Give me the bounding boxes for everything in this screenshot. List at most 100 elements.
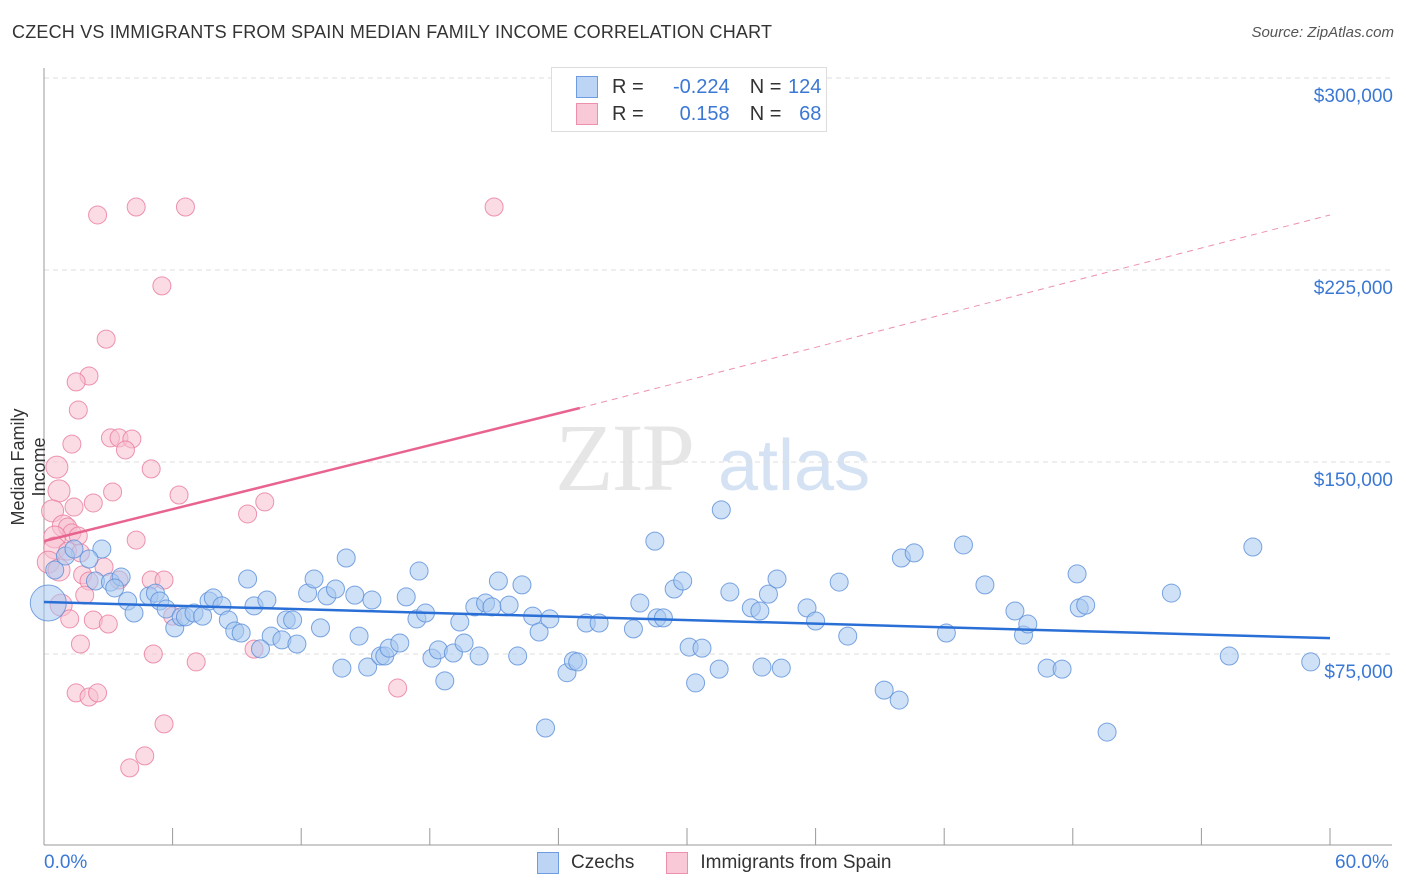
czechs-point — [750, 601, 770, 621]
czechs-point — [250, 639, 270, 659]
czechs-point — [692, 638, 712, 658]
czechs-point — [454, 633, 474, 653]
spain-point — [83, 493, 103, 513]
x-tick-max: 60.0% — [1335, 852, 1389, 873]
czechs-point — [499, 595, 519, 615]
spain-point — [88, 205, 108, 225]
czechs-swatch — [576, 76, 598, 98]
spain-point — [103, 482, 123, 502]
legend-czechs[interactable]: Czechs — [571, 852, 635, 873]
czechs-point — [358, 657, 378, 677]
czechs-point — [409, 561, 429, 581]
spain-trendline-extension — [579, 214, 1331, 409]
spain-point — [98, 614, 118, 634]
spain-swatch — [666, 852, 689, 874]
czechs-point — [362, 590, 382, 610]
czechs-point — [1005, 601, 1025, 621]
czechs-point — [469, 646, 489, 666]
spain-point — [255, 492, 275, 512]
n-label: N = — [749, 75, 782, 98]
czechs-point — [450, 612, 470, 632]
series-legend: Czechs Immigrants from Spain — [537, 852, 891, 874]
spain-point — [47, 479, 71, 503]
spain-point — [70, 634, 90, 654]
svg-text:atlas: atlas — [718, 426, 870, 506]
czechs-point — [568, 652, 588, 672]
czechs-point — [435, 671, 455, 691]
czechs-point — [257, 590, 277, 610]
y-tick-label: $225,000 — [1314, 278, 1393, 299]
correlation-legend: R = -0.224 N = 124 R = 0.158 N = 68 — [551, 67, 827, 132]
czechs-point — [540, 609, 560, 629]
czechs-point — [1161, 583, 1181, 603]
czechs-point — [1097, 722, 1117, 742]
czechs-point — [1067, 564, 1087, 584]
spain-trendline — [43, 406, 581, 543]
r-value: 0.158 — [679, 102, 730, 125]
spain-point — [154, 714, 174, 734]
r-label: R = — [612, 102, 644, 125]
legend-row-czechs: R = -0.224 N = 124 — [576, 74, 821, 100]
legend-spain[interactable]: Immigrants from Spain — [700, 852, 892, 873]
czechs-point — [287, 634, 307, 654]
x-tick-min: 0.0% — [44, 852, 88, 873]
czechs-point — [1301, 652, 1321, 672]
czechs-point — [645, 531, 665, 551]
czechs-point — [310, 618, 330, 638]
czechs-point — [711, 500, 731, 520]
czechs-point — [686, 673, 706, 693]
czechs-point — [1052, 659, 1072, 679]
czechs-point — [904, 543, 924, 563]
czechs-point — [64, 539, 84, 559]
czechs-point — [325, 579, 345, 599]
czechs-point — [806, 611, 826, 631]
spain-point — [152, 276, 172, 296]
spain-point — [484, 197, 504, 217]
n-label: N = — [749, 102, 782, 125]
czechs-point — [1219, 646, 1239, 666]
czechs-point — [332, 658, 352, 678]
spain-point — [388, 678, 408, 698]
czechs-point — [838, 626, 858, 646]
legend-row-spain: R = 0.158 N = 68 — [576, 101, 821, 127]
czechs-trendline — [43, 600, 1331, 640]
czechs-point — [231, 623, 251, 643]
chart-source: Source: ZipAtlas.com — [1251, 24, 1394, 41]
czechs-point — [752, 657, 772, 677]
spain-point — [66, 372, 86, 392]
czechs-point — [953, 535, 973, 555]
czechs-point — [673, 571, 693, 591]
r-label: R = — [612, 75, 644, 98]
spain-point — [60, 609, 80, 629]
czechs-point — [771, 658, 791, 678]
czechs-point — [336, 548, 356, 568]
spain-point — [64, 497, 84, 517]
spain-point — [238, 504, 258, 524]
n-value: 124 — [788, 75, 822, 98]
spain-point — [169, 485, 189, 505]
czechs-point — [829, 572, 849, 592]
czechs-point — [1243, 537, 1263, 557]
czechs-point — [508, 646, 528, 666]
czechs-point — [238, 569, 258, 589]
czechs-point — [630, 593, 650, 613]
chart-title: CZECH VS IMMIGRANTS FROM SPAIN MEDIAN FA… — [12, 22, 773, 42]
r-value: -0.224 — [672, 75, 730, 98]
czechs-point — [349, 626, 369, 646]
spain-point — [126, 197, 146, 217]
czechs-point — [79, 549, 99, 569]
spain-point — [135, 746, 155, 766]
czechs-point — [345, 585, 365, 605]
spain-point — [68, 400, 88, 420]
spain-point — [96, 329, 116, 349]
spain-point — [88, 683, 108, 703]
y-tick-label: $300,000 — [1314, 86, 1393, 107]
spain-point — [45, 455, 69, 479]
czechs-point — [488, 571, 508, 591]
svg-text:ZIP: ZIP — [555, 404, 693, 511]
czechs-point — [874, 680, 894, 700]
spain-point — [141, 459, 161, 479]
czechs-swatch — [537, 852, 559, 874]
czechs-point — [720, 582, 740, 602]
